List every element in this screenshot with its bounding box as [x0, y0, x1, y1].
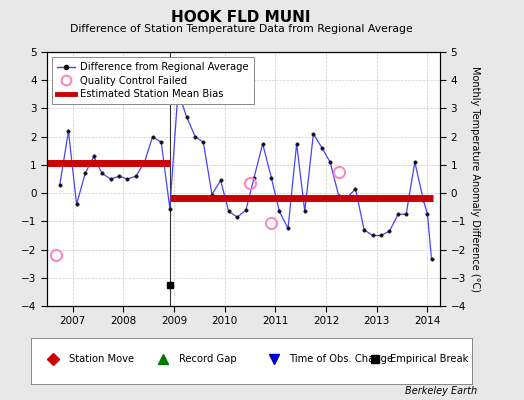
Legend: Difference from Regional Average, Quality Control Failed, Estimated Station Mean: Difference from Regional Average, Qualit… — [52, 57, 254, 104]
Text: Difference of Station Temperature Data from Regional Average: Difference of Station Temperature Data f… — [70, 24, 412, 34]
Text: Berkeley Earth: Berkeley Earth — [405, 386, 477, 396]
Y-axis label: Monthly Temperature Anomaly Difference (°C): Monthly Temperature Anomaly Difference (… — [470, 66, 480, 292]
Text: Station Move: Station Move — [69, 354, 134, 364]
Text: Record Gap: Record Gap — [179, 354, 236, 364]
Text: HOOK FLD MUNI: HOOK FLD MUNI — [171, 10, 311, 26]
Text: Time of Obs. Change: Time of Obs. Change — [289, 354, 393, 364]
Text: Empirical Break: Empirical Break — [390, 354, 468, 364]
